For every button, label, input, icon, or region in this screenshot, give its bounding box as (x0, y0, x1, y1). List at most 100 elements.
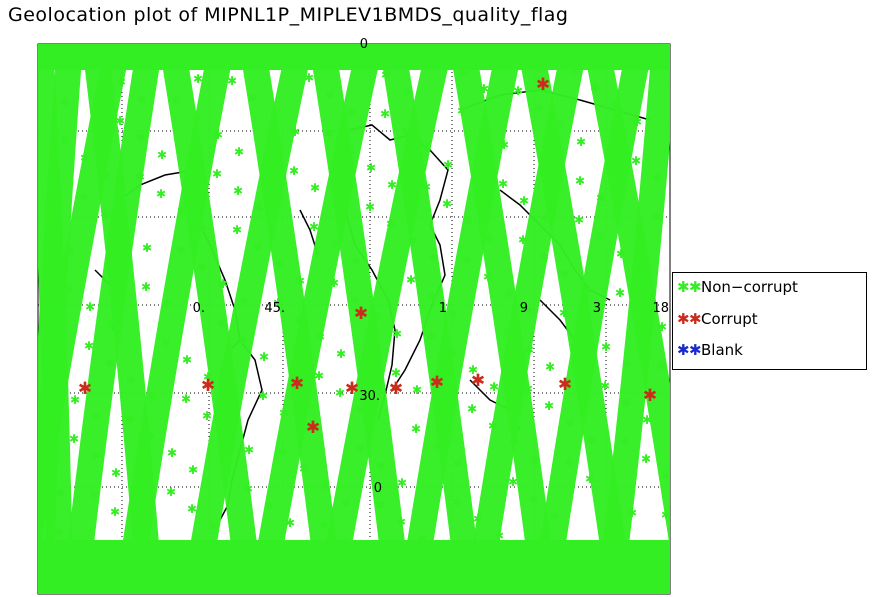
non-corrupt-marker: ✱ (595, 230, 605, 244)
non-corrupt-marker: ✱ (198, 221, 208, 235)
corrupt-marker: ✱ (471, 371, 485, 391)
non-corrupt-marker: ✱ (637, 264, 647, 278)
orbit-swath (379, 44, 483, 594)
orbit-swath (159, 44, 263, 594)
corrupt-marker: ✱ (354, 304, 368, 324)
non-corrupt-marker: ✱ (315, 330, 325, 344)
non-corrupt-marker: ✱ (375, 498, 385, 512)
non-corrupt-marker: ✱ (54, 525, 64, 539)
non-corrupt-marker: ✱ (238, 333, 248, 347)
non-corrupt-marker: ✱ (44, 227, 54, 241)
non-corrupt-marker: ✱ (478, 121, 488, 135)
non-corrupt-marker: ✱ (437, 48, 447, 62)
non-corrupt-marker: ✱ (458, 65, 468, 79)
non-corrupt-marker: ✱ (494, 529, 504, 543)
non-corrupt-marker: ✱ (176, 243, 186, 257)
non-corrupt-marker: ✱ (585, 472, 595, 486)
legend-label-blank: Blank (701, 341, 743, 359)
non-corrupt-marker: ✱ (336, 347, 346, 361)
non-corrupt-marker: ✱ (601, 340, 611, 354)
non-corrupt-marker: ✱ (443, 158, 453, 172)
non-corrupt-marker: ✱ (110, 505, 120, 519)
non-corrupt-marker: ✱ (49, 376, 59, 390)
orbit-swath (465, 44, 588, 594)
corrupt-marker: ✱ (201, 376, 215, 396)
non-corrupt-marker: ✱ (295, 274, 305, 288)
corrupt-marker: ✱ (306, 418, 320, 438)
non-corrupt-marker: ✱ (350, 293, 360, 307)
polar-band (38, 540, 670, 594)
non-corrupt-marker: ✱ (137, 92, 147, 106)
non-corrupt-marker: ✱ (426, 329, 436, 343)
non-corrupt-marker: ✱ (223, 426, 233, 440)
non-corrupt-marker: ✱ (539, 250, 549, 264)
orbit-swath (115, 44, 235, 594)
lon-label-3: 3 (593, 301, 601, 316)
non-corrupt-marker: ✱ (581, 284, 591, 298)
non-corrupt-marker: ✱ (488, 419, 498, 433)
legend-item-corrupt: ✱✱Corrupt (677, 310, 758, 328)
non-corrupt-marker: ✱ (253, 240, 263, 254)
non-corrupt-marker: ✱ (463, 214, 473, 228)
corrupt-marker: ✱ (389, 379, 403, 399)
non-corrupt-marker: ✱ (447, 346, 457, 360)
non-corrupt-marker: ✱ (580, 323, 590, 337)
non-corrupt-marker: ✱ (290, 125, 300, 139)
non-corrupt-marker: ✱ (203, 370, 213, 384)
non-corrupt-marker: ✱ (381, 68, 391, 82)
non-corrupt-marker: ✱ (416, 571, 426, 585)
non-corrupt-marker: ✱ (273, 296, 283, 310)
non-corrupt-marker: ✱ (188, 463, 198, 477)
non-corrupt-marker: ✱ (499, 138, 509, 152)
lon-label-45: 45. (264, 301, 285, 316)
non-corrupt-marker: ✱ (530, 453, 540, 467)
non-corrupt-marker: ✱ (621, 396, 631, 410)
non-corrupt-marker: ✱ (438, 549, 448, 563)
non-corrupt-marker: ✱ (278, 445, 288, 459)
non-corrupt-marker: ✱ (115, 114, 125, 128)
lat-label-30: 30. (359, 389, 380, 404)
non-corrupt-marker: ✱ (574, 213, 584, 227)
non-corrupt-marker: ✱ (182, 353, 192, 367)
non-corrupt-marker: ✱ (95, 58, 105, 72)
non-corrupt-marker: ✱ (284, 555, 294, 569)
orbit-swath (597, 44, 670, 594)
corrupt-marker: ✱ (430, 373, 444, 393)
non-corrupt-marker: ✱ (197, 260, 207, 274)
non-corrupt-marker: ✱ (652, 171, 662, 185)
non-corrupt-marker: ✱ (100, 207, 110, 221)
non-corrupt-marker: ✱ (627, 506, 637, 520)
non-corrupt-marker: ✱ (396, 515, 406, 529)
non-corrupt-marker: ✱ (324, 127, 334, 141)
non-corrupt-marker: ✱ (105, 356, 115, 370)
legend-marker-blank: ✱ (677, 341, 690, 359)
non-corrupt-marker: ✱ (631, 154, 641, 168)
non-corrupt-marker: ✱ (212, 167, 222, 181)
non-corrupt-marker: ✱ (91, 410, 101, 424)
non-corrupt-marker: ✱ (116, 75, 126, 89)
non-corrupt-marker: ✱ (462, 253, 472, 267)
non-corrupt-marker: ✱ (586, 433, 596, 447)
non-corrupt-marker: ✱ (40, 39, 50, 53)
non-corrupt-marker: ✱ (477, 160, 487, 174)
non-corrupt-marker: ✱ (611, 98, 621, 112)
lat-label-top: 0 (360, 37, 368, 52)
corrupt-marker: ✱ (643, 386, 657, 406)
non-corrupt-marker: ✱ (508, 475, 518, 489)
non-corrupt-marker: ✱ (45, 188, 55, 202)
non-corrupt-marker: ✱ (472, 551, 482, 565)
legend-label-non-corrupt: Non−corrupt (701, 278, 798, 296)
non-corrupt-marker: ✱ (135, 170, 145, 184)
non-corrupt-marker: ✱ (309, 220, 319, 234)
non-corrupt-marker: ✱ (111, 466, 121, 480)
non-corrupt-marker: ✱ (387, 178, 397, 192)
non-corrupt-marker: ✱ (371, 310, 381, 324)
non-corrupt-marker: ✱ (172, 55, 182, 69)
non-corrupt-marker: ✱ (550, 509, 560, 523)
non-corrupt-marker: ✱ (656, 359, 666, 373)
non-corrupt-marker: ✱ (300, 423, 310, 437)
grid-labels: 0. 45. 1 9 3 18 30. 0 0 (193, 37, 669, 496)
non-corrupt-marker: ✱ (453, 456, 463, 470)
non-corrupt-marker: ✱ (258, 389, 268, 403)
non-corrupt-marker: ✱ (228, 575, 238, 589)
